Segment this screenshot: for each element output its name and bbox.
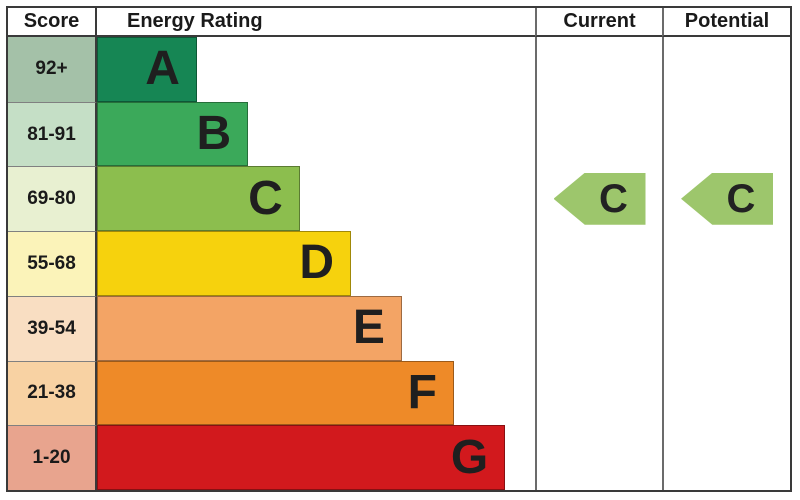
rating-letter-a: A <box>145 42 180 96</box>
header-energy-rating: Energy Rating <box>97 8 535 37</box>
rating-bar-b: B <box>97 101 249 167</box>
potential-cell-a <box>662 37 790 102</box>
rating-bar-d: D <box>97 231 352 296</box>
rating-letter-c: C <box>248 171 283 225</box>
rating-row-d: D <box>97 231 535 296</box>
potential-cell-e <box>662 295 790 361</box>
potential-cell-c: C <box>662 166 790 232</box>
rating-row-b: B <box>97 101 535 167</box>
potential-cell-d <box>662 231 790 296</box>
rating-row-c: C <box>97 166 535 232</box>
score-range-g: 1-20 <box>8 425 97 490</box>
current-cell-c: C <box>535 166 662 232</box>
current-cell-g <box>535 425 662 490</box>
rating-row-f: F <box>97 360 535 426</box>
potential-rating-arrow: C <box>681 172 773 225</box>
current-cell-d <box>535 231 662 296</box>
score-range-a: 92+ <box>8 37 97 102</box>
epc-rating-table: Score Energy Rating Current Potential 92… <box>6 6 792 492</box>
rating-bar-f: F <box>97 360 454 426</box>
rating-letter-e: E <box>352 301 385 355</box>
score-range-b: 81-91 <box>8 101 97 167</box>
rating-bar-e: E <box>97 295 402 361</box>
current-cell-b <box>535 101 662 167</box>
rating-row-g: G <box>97 425 535 490</box>
rating-letter-g: G <box>450 430 489 484</box>
rating-letter-f: F <box>407 365 437 419</box>
current-cell-a <box>535 37 662 102</box>
header-score: Score <box>8 8 97 37</box>
rating-bar-g: G <box>97 425 506 490</box>
header-current: Current <box>535 8 662 37</box>
current-rating-arrow: C <box>553 172 646 225</box>
score-range-c: 69-80 <box>8 166 97 232</box>
rating-letter-b: B <box>196 107 232 161</box>
rating-row-a: A <box>97 37 535 102</box>
current-cell-f <box>535 360 662 426</box>
current-cell-e <box>535 295 662 361</box>
rating-letter-d: D <box>299 236 335 290</box>
rating-row-e: E <box>97 295 535 361</box>
rating-bar-c: C <box>97 166 300 232</box>
potential-rating-letter: C <box>726 176 756 221</box>
current-rating-letter: C <box>599 176 628 221</box>
score-range-f: 21-38 <box>8 360 97 426</box>
score-range-d: 55-68 <box>8 231 97 296</box>
potential-cell-f <box>662 360 790 426</box>
score-range-e: 39-54 <box>8 295 97 361</box>
header-potential: Potential <box>662 8 790 37</box>
rating-bar-a: A <box>97 37 197 102</box>
potential-cell-b <box>662 101 790 167</box>
potential-cell-g <box>662 425 790 490</box>
